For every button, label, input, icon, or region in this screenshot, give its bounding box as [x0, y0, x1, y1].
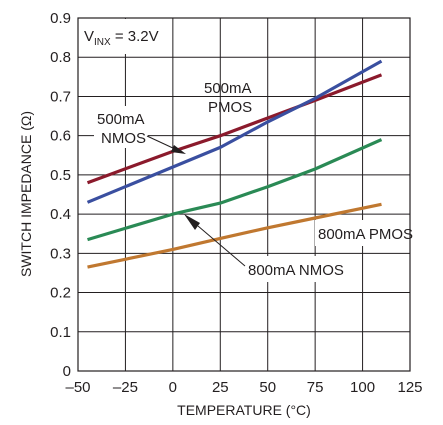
y-tick-label: 0.2 — [50, 285, 71, 302]
y-tick-label: 0.1 — [50, 324, 71, 341]
plot-frame — [77, 17, 411, 372]
x-tick-label: 75 — [307, 379, 324, 396]
arrowhead-800ma-nmos — [184, 214, 200, 230]
annotation-800ma-pmos-bg — [315, 220, 408, 246]
annotation-500ma-pmos-line1: 500mA — [204, 80, 252, 97]
condition-box — [79, 19, 167, 54]
x-tick-label: 25 — [212, 379, 229, 396]
annotation-500ma-nmos-line2: NMOS — [101, 130, 146, 147]
x-tick-label: 125 — [397, 379, 422, 396]
series-line-500ma-nmos — [86, 59, 383, 204]
y-axis-label: SWITCH IMPEDANCE (Ω) — [18, 111, 34, 277]
x-axis-label: TEMPERATURE (°C) — [177, 402, 311, 418]
x-tick-label: –50 — [65, 379, 90, 396]
y-tick-label: 0 — [63, 363, 71, 380]
series-line-800ma-pmos — [87, 202, 382, 269]
x-tick-label: 50 — [259, 379, 276, 396]
y-tick-label: 0.3 — [50, 245, 71, 262]
condition-label: VINX = 3.2V — [84, 28, 159, 48]
annotation-800ma-nmos-label: 800mA NMOS — [248, 262, 344, 279]
arrowhead-500ma-nmos — [171, 145, 186, 154]
annotation-800ma-nmos-bg — [243, 256, 341, 282]
leader-800ma-nmos — [197, 225, 246, 267]
x-tick-label: 0 — [169, 379, 177, 396]
leader-500ma-nmos — [146, 135, 176, 150]
y-tick-labels: 0 0.1 0.2 0.3 0.4 0.5 0.6 0.7 0.8 0.9 — [50, 10, 71, 380]
series-line-500ma-pmos — [86, 73, 383, 185]
annotation-500ma-pmos-line2: PMOS — [208, 99, 252, 116]
series-lines — [86, 59, 383, 269]
y-tick-label: 0.9 — [50, 10, 71, 27]
x-tick-labels: –50 –25 0 25 50 75 100 125 — [65, 379, 422, 396]
series-line-800ma-nmos — [87, 138, 383, 242]
y-tick-label: 0.6 — [50, 128, 71, 145]
annotation-500ma-nmos-bg — [94, 106, 148, 148]
annotation-500ma-nmos-line1: 500mA — [97, 111, 145, 128]
x-tick-label: 100 — [350, 379, 375, 396]
annotation-800ma-pmos-label: 800mA PMOS — [318, 226, 413, 243]
y-tick-label: 0.8 — [50, 49, 71, 66]
x-tick-label: –25 — [113, 379, 138, 396]
y-tick-label: 0.5 — [50, 167, 71, 184]
y-tick-label: 0.7 — [50, 88, 71, 105]
y-tick-label: 0.4 — [50, 206, 71, 223]
